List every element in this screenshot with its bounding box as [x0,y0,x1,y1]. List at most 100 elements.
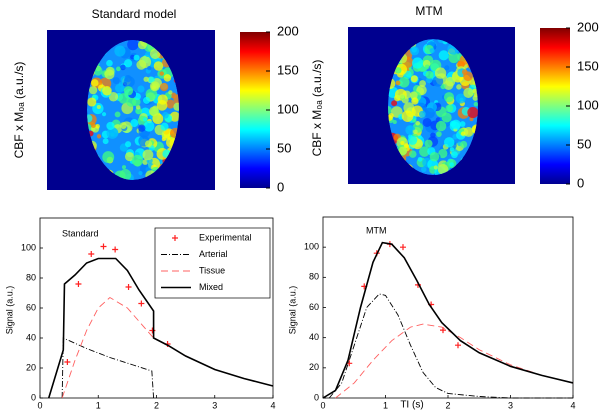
brain-texture [102,112,106,116]
brain-texture [451,120,461,130]
brain-texture [446,77,456,87]
brain-texture [130,119,138,127]
y-tick-label: 100 [304,242,319,252]
brain-texture [168,90,172,94]
colorbar-tick-label: 50 [277,140,291,155]
brain-texture [143,97,150,104]
brain-texture [106,122,114,130]
y-tick-label: 20 [26,362,36,372]
brain-texture [474,102,479,107]
brain-texture [413,129,418,134]
brain-texture [157,100,168,111]
legend-label: Arterial [199,249,228,259]
legend-label: Tissue [199,265,225,275]
brain-texture [160,71,164,75]
brain-texture [134,55,140,61]
x-tick-label: 1 [96,400,101,410]
brain-texture [102,86,112,96]
colorbar-tick-label: 0 [577,175,584,190]
brain-texture [460,141,467,148]
brain-texture [154,61,163,70]
x-tick-label: 1 [383,400,388,410]
brain-texture [119,82,123,86]
x-tick-label: 2 [445,400,450,410]
y-tick-label: 20 [309,362,319,372]
brain-texture [412,57,423,68]
brain-texture [143,117,147,121]
brain-texture [125,141,131,147]
brain-texture [462,69,468,75]
y-tick-label: 60 [309,302,319,312]
y-tick-label: 80 [309,272,319,282]
brain-texture [137,86,144,93]
y-tick-label: 0 [31,392,36,402]
brain-texture [434,165,438,169]
brain-texture [449,162,454,167]
brain-texture [143,77,148,82]
brain-texture [400,94,405,99]
brain-texture [411,75,418,82]
y-tick-label: 0 [314,392,319,402]
brain-texture [161,123,169,131]
brain-texture [419,111,426,118]
brain-texture [396,81,401,86]
legend-label: Mixed [199,282,223,292]
brain-texture [439,50,449,60]
brain-texture [409,150,417,158]
brain-texture [423,118,432,127]
brain-texture [436,121,446,131]
y-axis-label: Signal (a.u.) [287,286,297,335]
brain-texture [145,52,150,57]
brain-texture [150,81,160,91]
brain-texture [95,124,100,129]
y-tick-label: 60 [26,302,36,312]
panel-title: Standard model [92,7,177,21]
brain-texture [467,107,478,118]
brain-texture [160,83,168,91]
brain-texture [430,132,435,137]
brain-texture [114,46,125,57]
brain-texture [122,165,126,169]
brain-texture [144,121,155,132]
brain-texture [104,69,114,79]
brain-texture [391,100,397,106]
colorbar-tick-label: 100 [577,97,599,112]
x-tick-label: 0 [37,400,42,410]
y-axis-label: CBF x M₀ₐ (a.u./s) [12,62,26,159]
y-tick-label: 40 [26,332,36,342]
brain-texture [124,86,133,95]
brain-texture [444,92,454,102]
brain-texture [424,140,432,148]
brain-texture [132,155,143,166]
brain-texture [103,138,109,144]
brain-texture [415,121,420,126]
plot-title: Standard [62,228,99,238]
brain-texture [402,110,414,122]
y-tick-label: 80 [26,272,36,282]
brain-texture [412,119,416,123]
brain-texture [91,79,98,86]
brain-texture [399,77,410,88]
brain-texture [89,86,97,94]
brain-texture [456,84,461,89]
brain-texture [450,147,454,151]
colorbar-tick-label: 100 [277,101,299,116]
colorbar-tick-label: 200 [577,19,599,34]
brain-texture [425,71,433,79]
x-tick-label: 4 [570,400,575,410]
brain-texture [400,141,404,145]
brain-texture [127,39,138,50]
brain-texture [120,122,127,129]
brain-texture [425,64,430,69]
colorbar-tick-label: 0 [277,179,284,194]
brain-texture [164,74,171,81]
brain-texture [149,106,159,116]
brain-texture [461,131,466,136]
brain-texture [444,137,454,147]
brain-texture [418,157,423,162]
brain-texture [113,77,120,84]
brain-texture [115,111,121,117]
brain-texture [91,123,96,128]
x-axis-label: TI (s) [400,400,423,411]
brain-texture [446,105,454,113]
